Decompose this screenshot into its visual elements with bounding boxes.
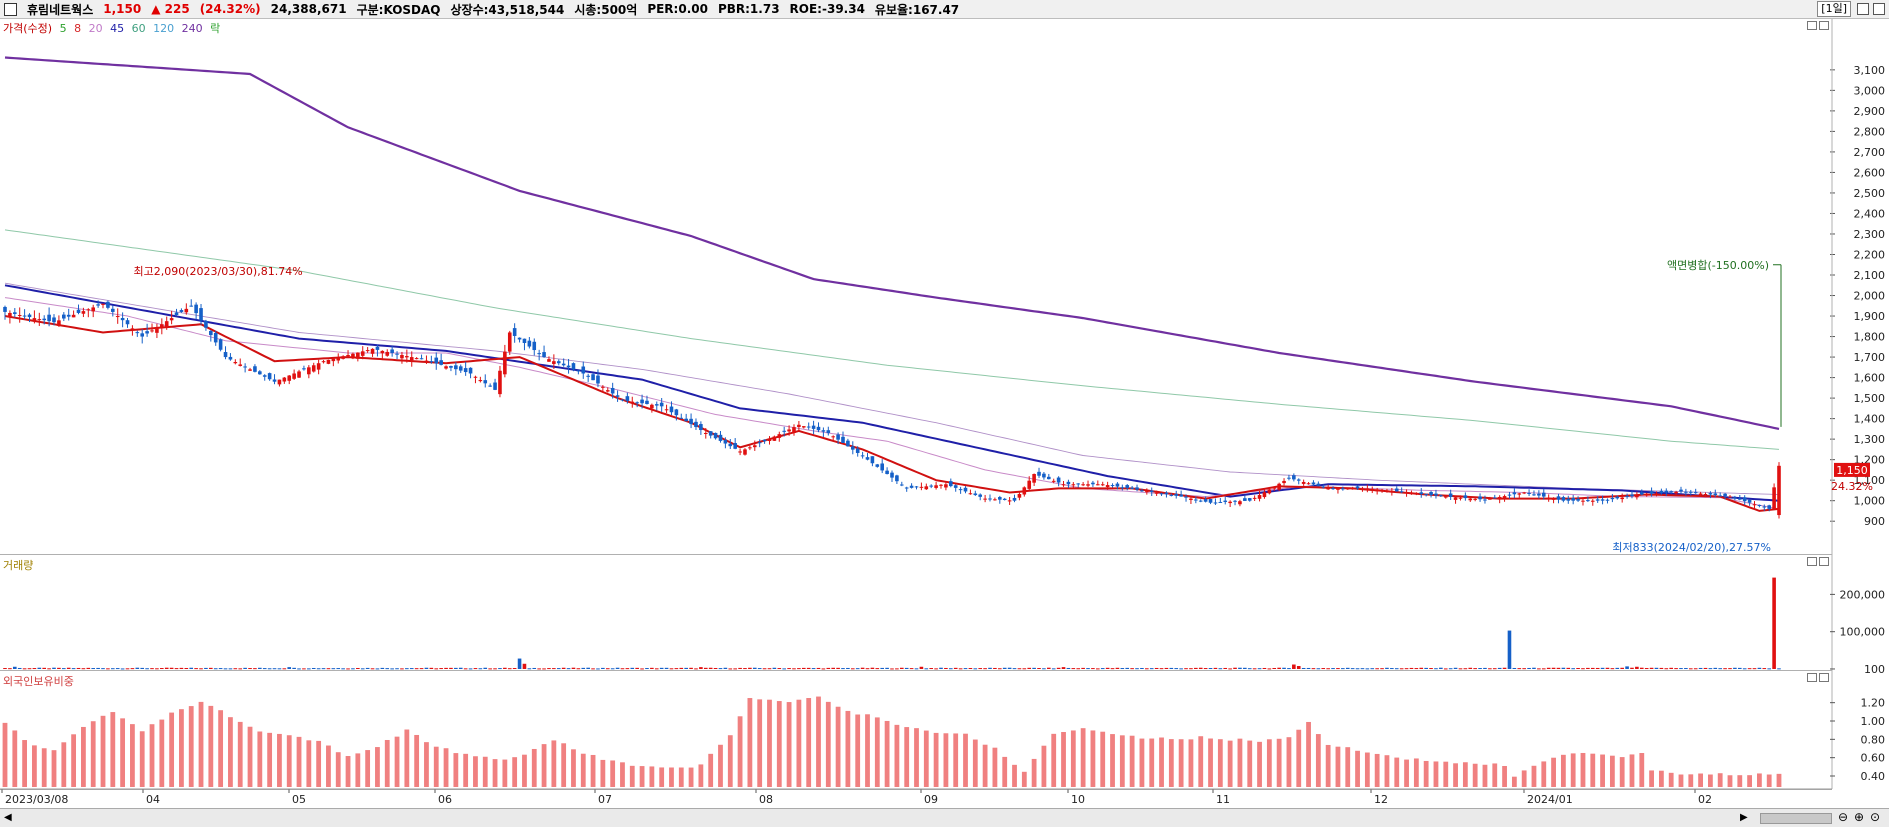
price-axis-label: 3,100 (1854, 64, 1886, 77)
pane-close-icon[interactable] (1819, 21, 1829, 30)
foreign-axis-label: 0.60 (1861, 752, 1886, 765)
volume-pane-maximize-icon[interactable] (1807, 557, 1817, 566)
last-change-tag: 24.32% (1831, 480, 1873, 493)
roe-value: ROE:-39.34 (789, 2, 865, 16)
x-axis-label: 08 (759, 793, 773, 806)
x-axis-label: 09 (924, 793, 938, 806)
volume-pane-close-icon[interactable] (1819, 557, 1829, 566)
price-axis-label: 1,500 (1854, 392, 1886, 405)
last-price-tag: 1,150 (1836, 464, 1868, 477)
market-cap: 시총:500억 (574, 2, 638, 17)
current-price: 1,150 (103, 2, 142, 16)
volume-axis-label: 200,000 (1840, 588, 1886, 601)
pbr-value: PBR:1.73 (717, 2, 780, 16)
price-axis-label: 3,000 (1854, 84, 1886, 97)
foreign-pane-maximize-icon[interactable] (1807, 673, 1817, 682)
ma8-legend: 8 (74, 22, 82, 35)
price-pane[interactable]: 가격(수정) 5 8 20 45 60 120 240 락 (0, 19, 1832, 555)
reserve-ratio: 유보율:167.47 (874, 2, 960, 17)
x-axis-label: 10 (1071, 793, 1085, 806)
foreign-axis-label: 0.40 (1861, 770, 1886, 783)
zoom-slider[interactable] (1760, 813, 1832, 824)
price-axis-label: 2,300 (1854, 228, 1886, 241)
ma60-legend: 60 (131, 22, 146, 35)
zoom-in-icon[interactable]: ⊕ (1854, 810, 1865, 824)
price-axis-label: 2,500 (1854, 187, 1886, 200)
x-axis-label: 2024/01 (1527, 793, 1573, 806)
rak-legend: 락 (210, 22, 221, 35)
stock-name[interactable]: 휴림네트웍스 (27, 2, 94, 17)
price-axis-label: 2,600 (1854, 166, 1886, 179)
price-axis-label: 1,300 (1854, 433, 1886, 446)
price-axis-label: 2,400 (1854, 207, 1886, 220)
price-axis-label: 2,100 (1854, 269, 1886, 282)
period-selector[interactable]: [1일] (1817, 1, 1851, 17)
volume-axis-label: 100 (1864, 663, 1885, 676)
foreign-legend: 외국인보유비중 (3, 675, 74, 688)
zoom-out-icon[interactable]: ⊖ (1838, 810, 1849, 824)
market-type: 구분:KOSDAQ (356, 2, 441, 17)
foreign-axis-label: 1.20 (1861, 697, 1886, 710)
price-axis-label: 900 (1864, 515, 1885, 528)
trade-volume: 24,388,671 (270, 2, 347, 16)
volume-axis-label: 100,000 (1840, 626, 1886, 639)
price-axis-label: 2,200 (1854, 248, 1886, 261)
price-axis-label: 1,100 (1854, 474, 1886, 487)
price-axis-label: 2,700 (1854, 146, 1886, 159)
x-axis-label: 2023/03/08 (5, 793, 68, 806)
pane-maximize-icon[interactable] (1807, 21, 1817, 30)
x-axis-label: 05 (292, 793, 306, 806)
foreign-axis-label: 1.00 (1861, 715, 1886, 728)
listed-shares: 상장수:43,518,544 (450, 2, 565, 17)
price-axis-label: 1,900 (1854, 310, 1886, 323)
close-icon[interactable] (1873, 3, 1885, 15)
per-value: PER:0.00 (647, 2, 708, 16)
ma45-legend: 45 (110, 22, 125, 35)
price-axis-label: 1,000 (1854, 495, 1886, 508)
x-axis-label: 12 (1374, 793, 1388, 806)
price-axis-label: 2,800 (1854, 125, 1886, 138)
x-axis-label: 04 (146, 793, 160, 806)
price-change: ▲ 225 (151, 2, 190, 16)
minimize-icon[interactable] (1857, 3, 1869, 15)
foreign-pane[interactable]: 외국인보유비중 (0, 671, 1832, 790)
checkbox-icon[interactable] (4, 2, 17, 16)
price-axis-label: 1,800 (1854, 331, 1886, 344)
price-axis-label: 1,600 (1854, 372, 1886, 385)
last-price-tag-bg (1834, 462, 1870, 477)
foreign-pane-close-icon[interactable] (1819, 673, 1829, 682)
x-axis-label: 02 (1698, 793, 1712, 806)
ma20-legend: 20 (88, 22, 103, 35)
ma240-legend: 240 (181, 22, 203, 35)
price-axis-label: 2,000 (1854, 290, 1886, 303)
volume-pane[interactable]: 거래량 (0, 555, 1832, 671)
x-axis-label: 06 (438, 793, 452, 806)
price-axis-label: 1,700 (1854, 351, 1886, 364)
x-axis-label: 07 (598, 793, 612, 806)
price-axis-label: 1,200 (1854, 454, 1886, 467)
price-axis-label: 2,900 (1854, 105, 1886, 118)
stock-info-bar: 휴림네트웍스 1,150 ▲ 225 (24.32%) 24,388,671 구… (0, 0, 1889, 19)
zoom-reset-icon[interactable]: ⊙ (1870, 810, 1881, 824)
price-axis-label: 1,400 (1854, 413, 1886, 426)
price-legend-label: 가격(수정) (3, 22, 53, 35)
scroll-right-icon[interactable]: ▶ (1740, 812, 1748, 823)
foreign-axis-label: 0.80 (1861, 733, 1886, 746)
x-axis-label: 11 (1216, 793, 1230, 806)
ma120-legend: 120 (153, 22, 175, 35)
price-legend: 가격(수정) 5 8 20 45 60 120 240 락 (3, 20, 224, 36)
ma5-legend: 5 (59, 22, 67, 35)
scroll-left-icon[interactable]: ◀ (4, 812, 12, 823)
bottom-toolbar: ◀ ▶ ⊖ ⊕ ⊙ (0, 808, 1889, 827)
volume-legend: 거래량 (3, 559, 34, 572)
price-change-pct: (24.32%) (199, 2, 261, 16)
